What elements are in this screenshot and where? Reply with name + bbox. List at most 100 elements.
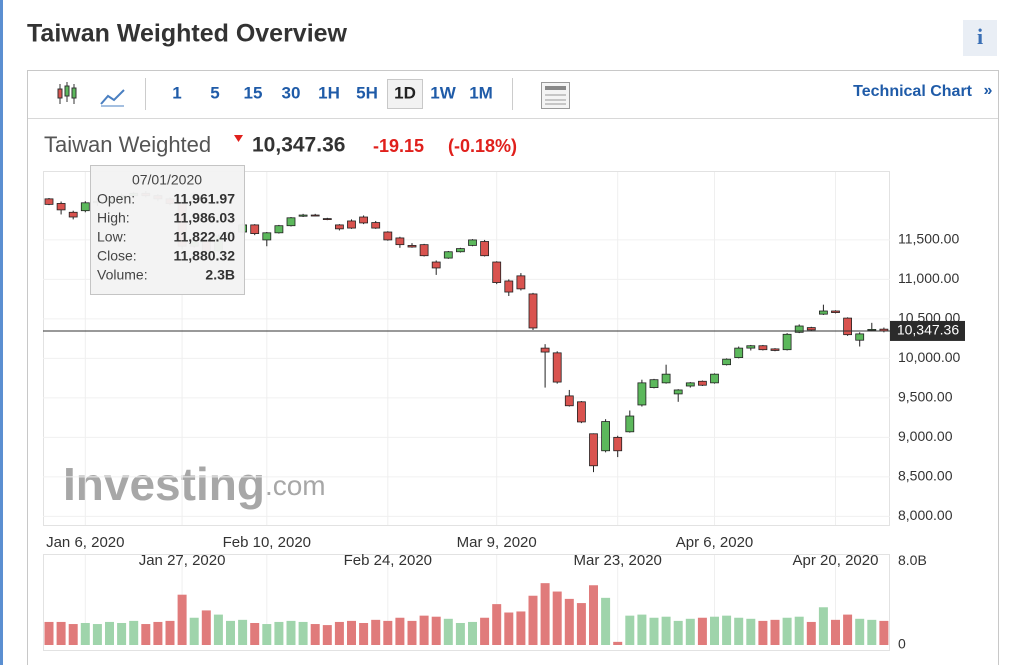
interval-button[interactable]: 1W bbox=[430, 83, 456, 102]
candle-body bbox=[710, 373, 719, 384]
candle-body bbox=[298, 214, 308, 217]
volume-bar bbox=[867, 619, 877, 645]
x-tick-label: Mar 23, 2020 bbox=[574, 552, 662, 569]
candle-body bbox=[56, 203, 66, 211]
candle-body bbox=[80, 202, 90, 212]
page-title: Taiwan Weighted Overview bbox=[27, 20, 348, 48]
candle-body bbox=[371, 222, 381, 229]
volume-bar bbox=[589, 585, 598, 645]
x-tick-label: Apr 20, 2020 bbox=[793, 552, 879, 569]
candle-body bbox=[468, 239, 477, 246]
tooltip-value: 11,961.97 bbox=[173, 191, 235, 207]
candle-body bbox=[734, 347, 744, 358]
interval-button[interactable]: 30 bbox=[282, 83, 301, 102]
candle-body bbox=[540, 347, 550, 353]
volume-bar bbox=[177, 594, 187, 645]
tooltip-value: 11,822.40 bbox=[173, 229, 235, 245]
volume-bar bbox=[746, 618, 756, 645]
volume-bar bbox=[855, 618, 865, 645]
volume-bar bbox=[359, 622, 369, 645]
volume-bar bbox=[613, 641, 623, 645]
volume-tick-label: 0 bbox=[898, 636, 906, 652]
info-icon[interactable]: i bbox=[977, 24, 983, 49]
calendar-icon[interactable] bbox=[541, 82, 570, 109]
volume-bar bbox=[673, 620, 683, 645]
volume-bar bbox=[407, 620, 417, 645]
candle-body bbox=[552, 352, 562, 383]
candle-body bbox=[770, 348, 780, 351]
candle-body bbox=[758, 345, 768, 351]
candle-body bbox=[443, 251, 453, 259]
tooltip-value: 2.3B bbox=[205, 267, 235, 283]
y-tick-label: 8,000.00 bbox=[898, 507, 953, 523]
quote-change: -19.15 bbox=[373, 136, 424, 156]
technical-chart-link[interactable]: Technical Chart bbox=[853, 83, 973, 100]
volume-bar bbox=[310, 624, 320, 645]
candle-body bbox=[274, 225, 284, 234]
volume-bar bbox=[250, 622, 260, 645]
candle-body bbox=[637, 382, 647, 406]
interval-button[interactable]: 15 bbox=[244, 83, 263, 102]
watermark-suffix: .com bbox=[265, 470, 326, 501]
volume-bar bbox=[298, 621, 308, 645]
volume-bar bbox=[710, 616, 719, 645]
interval-button[interactable]: 5H bbox=[356, 83, 378, 102]
candle-body bbox=[855, 333, 865, 341]
watermark: Investing.com bbox=[63, 458, 326, 510]
volume-bar bbox=[262, 624, 272, 645]
candle-body bbox=[577, 401, 586, 423]
volume-bar bbox=[117, 622, 127, 645]
volume-bar bbox=[286, 620, 296, 645]
tooltip-value: 11,880.32 bbox=[173, 248, 235, 264]
candle-body bbox=[649, 379, 659, 388]
candle-body bbox=[492, 261, 502, 283]
x-tick-label: Jan 6, 2020 bbox=[46, 534, 124, 551]
x-tick-label: Jan 27, 2020 bbox=[139, 552, 226, 569]
interval-button[interactable]: 5 bbox=[210, 83, 219, 102]
tooltip-label: Volume: bbox=[97, 267, 148, 283]
candle-body bbox=[359, 216, 369, 224]
watermark-brand: Investing bbox=[63, 458, 265, 510]
volume-bar bbox=[322, 625, 332, 645]
panel bbox=[27, 70, 999, 665]
candle-body bbox=[564, 395, 574, 407]
candle-body bbox=[685, 382, 695, 387]
candle-icon[interactable] bbox=[57, 82, 77, 104]
volume-bar bbox=[782, 617, 792, 645]
volume-bar bbox=[443, 618, 453, 645]
x-tick-label: Feb 24, 2020 bbox=[344, 552, 432, 569]
active-interval-box[interactable] bbox=[387, 79, 423, 109]
chevron[interactable]: » bbox=[984, 82, 993, 99]
candle-body bbox=[383, 231, 393, 241]
candle-body bbox=[831, 310, 840, 313]
candle-body bbox=[407, 245, 417, 248]
tooltip: 07/01/2020 Open: 11,961.97 High: 11,986.03 Lo… bbox=[90, 165, 245, 295]
interval-button[interactable]: 1M bbox=[469, 83, 493, 102]
volume-bar bbox=[697, 617, 707, 645]
x-tick-label: Apr 6, 2020 bbox=[676, 534, 754, 551]
volume-bar bbox=[80, 622, 90, 645]
quote-change-pct: (-0.18%) bbox=[448, 136, 517, 156]
line-icon[interactable] bbox=[100, 89, 125, 107]
volume-tick-label: 8.0B bbox=[898, 552, 927, 568]
interval-button[interactable]: 1H bbox=[318, 83, 340, 102]
candle-body bbox=[419, 244, 429, 257]
volume-bar bbox=[637, 614, 647, 645]
candle-body bbox=[589, 433, 598, 467]
volume-bar bbox=[601, 597, 611, 645]
tooltip-label: High: bbox=[97, 210, 130, 226]
volume-bar bbox=[818, 607, 828, 645]
candle-body bbox=[673, 389, 683, 395]
interval-button[interactable]: 1D bbox=[394, 83, 416, 102]
candle-body bbox=[794, 325, 804, 333]
volume-bar bbox=[806, 621, 816, 645]
volume-bar bbox=[383, 620, 393, 645]
volume-bar bbox=[879, 620, 889, 645]
tooltip-label: Open: bbox=[97, 191, 135, 207]
info-button[interactable] bbox=[963, 20, 997, 56]
interval-button[interactable]: 1 bbox=[172, 83, 181, 102]
candle-body bbox=[322, 218, 332, 220]
instrument-name: Taiwan Weighted bbox=[44, 132, 211, 157]
volume-bar bbox=[395, 617, 405, 645]
volume-bar bbox=[189, 617, 199, 645]
